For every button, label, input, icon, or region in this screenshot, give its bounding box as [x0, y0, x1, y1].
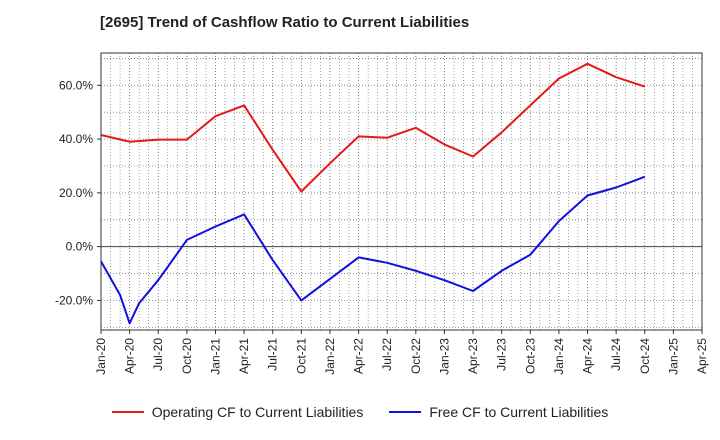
x-tick-label: Jul-22: [380, 338, 394, 371]
x-tick-label: Apr-25: [695, 338, 709, 374]
chart-plot: -20.0% 0.0% 20.0% 40.0% 60.0% Jan-20 Apr-20 Ju…: [55, 52, 709, 375]
legend-item-free: Free CF to Current Liabilities: [389, 404, 608, 420]
x-tick-label: Jan-24: [552, 338, 566, 375]
y-tick-label: 40.0%: [59, 132, 93, 146]
x-tick-label: Apr-21: [237, 338, 251, 374]
series-line-operating: [100, 62, 646, 193]
legend-swatch-operating: [111, 411, 144, 413]
chart-title: [2695] Trend of Cashflow Ratio to Curren…: [100, 14, 470, 31]
legend-swatch-free: [389, 411, 422, 413]
x-tick-label: Jan-23: [437, 338, 451, 375]
x-tick-label: Apr-24: [581, 338, 595, 374]
x-tick-label: Apr-22: [352, 338, 366, 374]
legend-item-operating: Operating CF to Current Liabilities: [111, 404, 364, 420]
y-tick-label: -20.0%: [55, 293, 93, 307]
x-tick-label: Oct-23: [523, 338, 537, 374]
x-tick-label: Oct-21: [294, 338, 308, 374]
x-tick-label: Jul-24: [609, 338, 623, 371]
y-axis-ticks: -20.0% 0.0% 20.0% 40.0% 60.0%: [55, 78, 101, 307]
x-tick-label: Jan-22: [323, 338, 337, 375]
x-tick-label: Oct-20: [180, 338, 194, 374]
x-tick-label: Jan-20: [94, 338, 108, 375]
series-layer: [100, 62, 646, 325]
x-tick-label: Jan-25: [666, 338, 680, 375]
x-tick-label: Apr-23: [466, 338, 480, 374]
legend-label-free: Free CF to Current Liabilities: [429, 404, 609, 420]
legend: Operating CF to Current Liabilities Free…: [0, 404, 720, 420]
grid-layer: [100, 53, 703, 330]
x-tick-label: Jul-20: [151, 338, 165, 371]
x-tick-label: Jul-21: [266, 338, 280, 371]
x-tick-label: Oct-24: [638, 338, 652, 374]
plot-frame: [100, 52, 703, 331]
series-line-free: [100, 175, 646, 325]
x-tick-label: Jul-23: [495, 338, 509, 371]
x-tick-label: Jan-21: [208, 338, 222, 375]
y-tick-label: 0.0%: [66, 240, 94, 254]
y-tick-label: 60.0%: [59, 78, 93, 92]
x-tick-label: Oct-22: [409, 338, 423, 374]
x-tick-label: Apr-20: [123, 338, 137, 374]
legend-label-operating: Operating CF to Current Liabilities: [151, 404, 364, 420]
y-tick-label: 20.0%: [59, 186, 93, 200]
x-axis-ticks: Jan-20 Apr-20 Jul-20 Oct-20 Jan-21 Apr-21 Jul-…: [94, 330, 709, 375]
